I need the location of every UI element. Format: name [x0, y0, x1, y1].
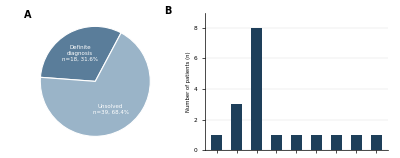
- Text: Definite
diagnosis
n=18, 31.6%: Definite diagnosis n=18, 31.6%: [62, 45, 98, 62]
- Bar: [231, 104, 242, 150]
- Text: Unsolved
n=39, 68.4%: Unsolved n=39, 68.4%: [93, 104, 129, 115]
- Bar: [370, 135, 382, 150]
- Text: B: B: [164, 6, 172, 16]
- Wedge shape: [40, 33, 150, 136]
- Wedge shape: [40, 26, 121, 81]
- Bar: [211, 135, 222, 150]
- Bar: [291, 135, 302, 150]
- Bar: [351, 135, 362, 150]
- Bar: [311, 135, 322, 150]
- Text: A: A: [24, 10, 31, 20]
- Bar: [271, 135, 282, 150]
- Y-axis label: Number of patients (n): Number of patients (n): [186, 51, 191, 112]
- Bar: [331, 135, 342, 150]
- Bar: [251, 28, 262, 150]
